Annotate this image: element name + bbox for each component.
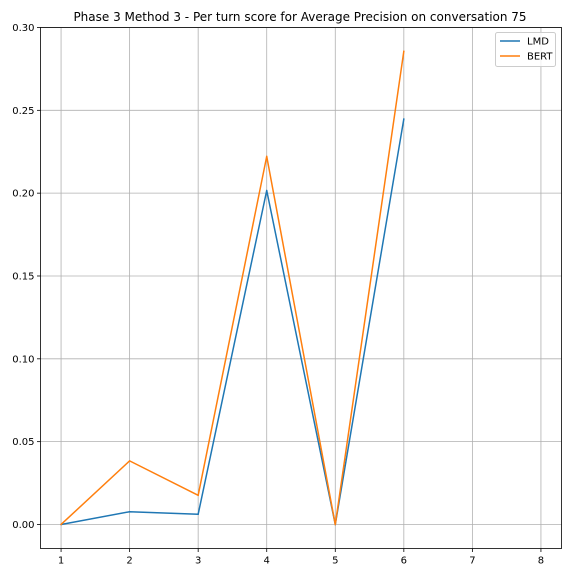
series-line-lmd xyxy=(60,118,405,526)
x-tick-label: 8 xyxy=(538,556,544,567)
y-tick-label: 0.00 xyxy=(12,520,34,531)
axes-frame xyxy=(40,27,562,549)
chart-title: Phase 3 Method 3 - Per turn score for Av… xyxy=(73,10,526,24)
plot-area xyxy=(60,50,405,526)
y-tick-label: 0.20 xyxy=(12,189,34,200)
x-tick-label: 1 xyxy=(58,556,64,567)
data-point xyxy=(128,460,131,462)
data-point xyxy=(128,510,131,513)
legend: LMD BERT xyxy=(495,32,556,67)
legend-label: LMD xyxy=(527,37,549,48)
y-tick-label: 0.25 xyxy=(12,106,34,117)
y-tick-label: 0.15 xyxy=(12,271,34,282)
y-axis: 0.00 0.05 0.10 0.15 0.20 0.25 0.30 xyxy=(12,23,41,531)
x-tick-label: 4 xyxy=(264,556,270,567)
y-tick-label: 0.10 xyxy=(12,354,34,365)
x-tick-label: 7 xyxy=(469,556,475,567)
grid xyxy=(40,27,562,549)
data-point xyxy=(403,118,405,120)
y-tick-label: 0.30 xyxy=(12,23,34,34)
data-point xyxy=(265,155,268,158)
y-tick-label: 0.05 xyxy=(12,437,34,448)
data-point xyxy=(197,494,199,497)
data-point xyxy=(334,523,337,526)
x-axis: 1 2 3 4 5 6 7 8 xyxy=(58,548,544,567)
data-point xyxy=(60,523,62,526)
x-tick-label: 3 xyxy=(195,556,201,567)
series-line-bert xyxy=(60,51,405,526)
data-point xyxy=(403,50,405,52)
data-point xyxy=(265,189,268,192)
x-tick-label: 6 xyxy=(401,556,407,567)
x-tick-label: 5 xyxy=(332,556,338,567)
data-point xyxy=(197,513,199,516)
x-tick-label: 2 xyxy=(126,556,132,567)
legend-label: BERT xyxy=(527,52,553,63)
